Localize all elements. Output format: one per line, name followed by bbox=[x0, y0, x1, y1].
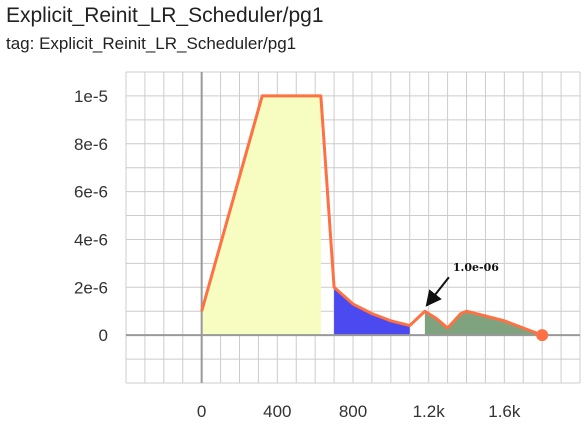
x-tick-label: 1.6k bbox=[488, 402, 521, 421]
y-tick-label: 4e-6 bbox=[74, 230, 108, 249]
chart-tag: tag: Explicit_Reinit_LR_Scheduler/pg1 bbox=[6, 34, 297, 53]
chart-title: Explicit_Reinit_LR_Scheduler/pg1 bbox=[6, 4, 324, 27]
shaded-region-1 bbox=[201, 95, 321, 336]
x-tick-label: 800 bbox=[339, 402, 367, 421]
annotations: 1.0e-06 bbox=[425, 261, 499, 307]
y-tick-label: 6e-6 bbox=[74, 183, 108, 202]
x-tick-label: 0 bbox=[197, 402, 206, 421]
annotation-label: 1.0e-06 bbox=[453, 261, 499, 274]
shaded-region-2 bbox=[334, 287, 410, 336]
y-tick-label: 0 bbox=[99, 326, 108, 345]
y-tick-label: 1e-5 bbox=[74, 87, 108, 106]
x-tick-label: 1.2k bbox=[413, 402, 446, 421]
shaded-region-3 bbox=[424, 311, 543, 336]
x-tick-labels: 0 400 800 1.2k 1.6k bbox=[197, 402, 521, 421]
y-tick-labels: 0 2e-6 4e-6 6e-6 8e-6 1e-5 bbox=[74, 87, 108, 345]
annotation-arrow bbox=[425, 276, 450, 307]
end-markers bbox=[536, 329, 549, 342]
x-tick-label: 400 bbox=[263, 402, 291, 421]
shaded-regions bbox=[201, 95, 543, 336]
series-lines bbox=[200, 94, 543, 337]
y-tick-label: 8e-6 bbox=[74, 135, 108, 154]
y-tick-label: 2e-6 bbox=[74, 278, 108, 297]
axes bbox=[126, 72, 580, 383]
end-point-marker bbox=[536, 329, 549, 342]
grid-lines bbox=[125, 71, 581, 384]
series-line bbox=[200, 94, 543, 337]
